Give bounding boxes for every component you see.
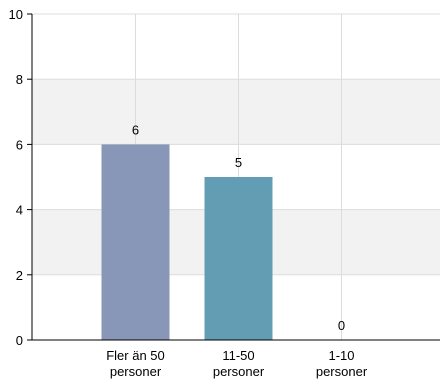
y-tick-label: 10 <box>9 7 23 22</box>
y-tick-label: 6 <box>16 137 23 152</box>
y-tick-label: 8 <box>16 72 23 87</box>
bars <box>101 144 273 340</box>
y-tick-label: 2 <box>16 268 23 283</box>
category-label: 1-10 personer <box>316 348 368 379</box>
category-label: Fler än 50 personer <box>106 348 165 379</box>
category-labels: Fler än 50 personer 11-50 personer 1-10 perso… <box>106 348 368 379</box>
data-labels: 6 5 0 <box>132 122 345 333</box>
axes <box>31 14 440 341</box>
y-tick-label: 0 <box>16 333 23 348</box>
y-tick-label: 4 <box>16 203 23 218</box>
data-label: 5 <box>235 155 242 170</box>
background-band <box>32 79 440 145</box>
bar <box>204 177 273 340</box>
category-label: 11-50 personer <box>213 348 265 379</box>
horizontal-gridlines <box>32 13 440 276</box>
data-label: 6 <box>132 122 139 137</box>
y-ticks: 0 2 4 6 8 10 <box>9 7 32 348</box>
data-label: 0 <box>338 318 345 333</box>
bar <box>101 144 170 340</box>
